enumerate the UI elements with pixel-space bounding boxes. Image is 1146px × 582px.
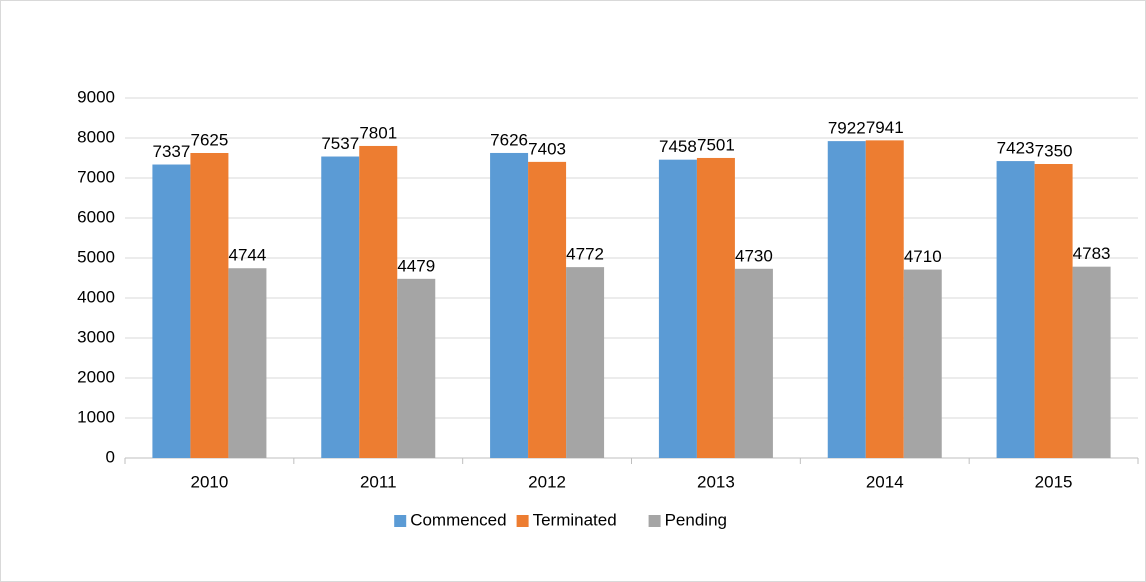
legend-label: Pending xyxy=(665,510,727,529)
data-label: 7626 xyxy=(490,130,528,149)
bar xyxy=(359,145,398,458)
y-tick-label: 4000 xyxy=(77,287,115,306)
bar xyxy=(903,269,942,458)
x-tick-label: 2013 xyxy=(697,472,735,491)
x-tick-label: 2015 xyxy=(1035,472,1073,491)
data-label: 7403 xyxy=(528,139,566,158)
legend-swatch xyxy=(516,515,529,527)
data-label: 7350 xyxy=(1035,141,1073,160)
data-label: 7801 xyxy=(359,123,397,142)
bar xyxy=(827,141,866,458)
bar xyxy=(734,268,773,458)
data-label: 7922 xyxy=(828,119,866,138)
data-label: 4772 xyxy=(566,245,604,264)
y-tick-label: 3000 xyxy=(77,327,115,346)
bar xyxy=(397,278,436,458)
x-tick-label: 2012 xyxy=(528,472,566,491)
bar xyxy=(865,140,904,459)
data-label: 7501 xyxy=(697,135,735,154)
bar xyxy=(228,268,267,458)
legend-label: Commenced xyxy=(410,510,506,529)
x-tick-label: 2010 xyxy=(191,472,229,491)
legend-label: Terminated xyxy=(533,510,617,529)
bar xyxy=(321,156,360,458)
bar xyxy=(566,267,605,458)
data-label: 4783 xyxy=(1073,244,1111,263)
y-tick-label: 2000 xyxy=(77,367,115,386)
data-label: 7941 xyxy=(866,118,904,137)
bar xyxy=(696,157,735,458)
data-label: 4730 xyxy=(735,246,773,265)
data-label: 7337 xyxy=(153,142,191,161)
y-tick-label: 7000 xyxy=(77,167,115,186)
y-tick-label: 0 xyxy=(106,447,115,466)
y-tick-label: 6000 xyxy=(77,207,115,226)
data-label: 4479 xyxy=(397,256,435,275)
bar xyxy=(996,161,1035,458)
y-tick-label: 5000 xyxy=(77,247,115,266)
y-tick-label: 1000 xyxy=(77,407,115,426)
y-tick-label: 9000 xyxy=(77,87,115,106)
bar xyxy=(190,153,229,458)
bar xyxy=(1072,266,1111,458)
y-tick-label: 8000 xyxy=(77,127,115,146)
data-label: 7625 xyxy=(191,130,229,149)
x-tick-label: 2011 xyxy=(360,472,397,491)
data-label: 7458 xyxy=(659,137,697,156)
data-label: 7423 xyxy=(997,139,1035,158)
bar xyxy=(152,164,191,458)
data-label: 4710 xyxy=(904,247,942,266)
legend-swatch xyxy=(648,515,661,527)
data-label: 4744 xyxy=(229,246,267,265)
bar xyxy=(490,152,529,458)
data-label: 7537 xyxy=(321,134,359,153)
bar xyxy=(1034,164,1073,458)
legend-swatch xyxy=(394,515,407,527)
bar xyxy=(528,161,567,458)
bar xyxy=(658,159,697,458)
x-tick-label: 2014 xyxy=(866,472,904,491)
